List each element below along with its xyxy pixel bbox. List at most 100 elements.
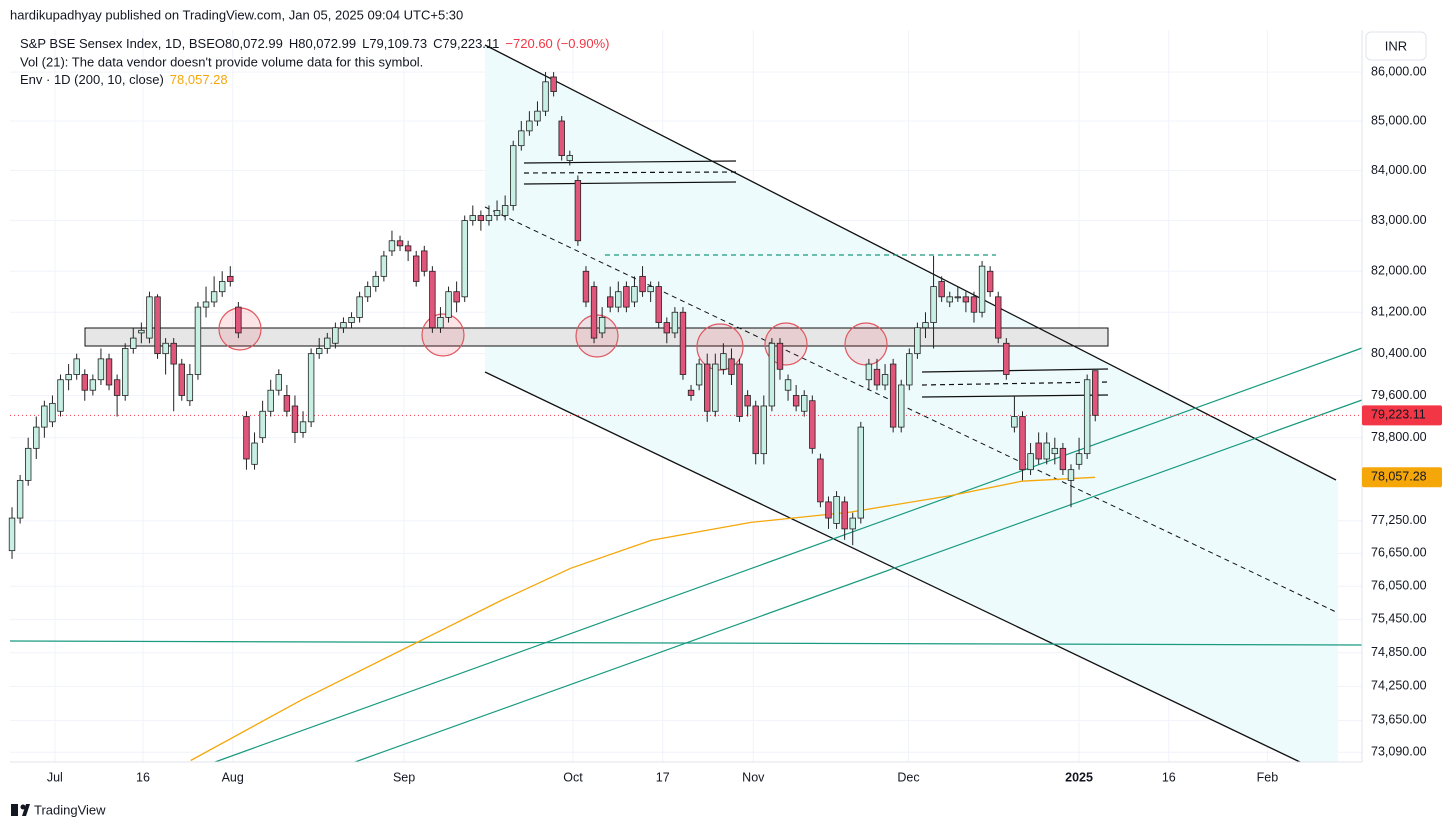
y-tick-label: 76,650.00 xyxy=(1371,546,1427,560)
trend-line xyxy=(354,399,1363,763)
candle-body xyxy=(194,306,202,375)
candle-body xyxy=(299,421,307,433)
candle-body xyxy=(623,286,630,308)
candle-body xyxy=(720,353,727,370)
candle-body xyxy=(178,363,185,396)
trend-line xyxy=(214,347,1363,763)
candle-body xyxy=(817,458,824,503)
candle-body xyxy=(267,389,274,412)
candle-body xyxy=(218,281,226,293)
ohlc-value: 79,223.11 xyxy=(443,36,500,51)
candle-body xyxy=(396,240,404,247)
currency-box[interactable] xyxy=(1365,31,1427,61)
overlay-line xyxy=(190,476,1096,762)
candle-body xyxy=(873,368,881,386)
change: −720.60 (−0.90%) xyxy=(505,36,609,51)
candle-body xyxy=(962,296,970,303)
overlay-name: Env · 1D (200, 10, close) xyxy=(20,72,164,87)
candle-body xyxy=(97,358,105,381)
highlight-circle xyxy=(844,322,888,366)
ohlc-value: 79,109.73 xyxy=(369,36,427,51)
candle-body xyxy=(558,120,565,156)
candle-body xyxy=(550,76,557,92)
candle-body xyxy=(429,270,436,329)
candle-body xyxy=(81,374,88,391)
highlight-circle xyxy=(696,323,744,371)
candle-body xyxy=(906,353,913,386)
candle-body xyxy=(663,322,671,334)
candle-body xyxy=(687,389,695,396)
candle-body xyxy=(340,322,347,329)
y-tick-label: 75,450.00 xyxy=(1371,612,1427,626)
x-tick-label: Aug xyxy=(222,770,244,784)
axes: 86,000.00 85,000.00 84,000.00 83,000.00 82,0… xyxy=(10,30,1442,784)
y-tick-label: 83,000.00 xyxy=(1371,213,1427,227)
highlight-circle xyxy=(764,322,808,366)
candle-body xyxy=(356,296,363,318)
trend-line xyxy=(484,206,1337,613)
x-tick-label: Nov xyxy=(742,770,765,784)
x-tick-label: 16 xyxy=(136,770,150,784)
candle-body xyxy=(825,501,832,519)
candle-body xyxy=(251,442,258,465)
candle-body xyxy=(283,395,291,412)
candle-body xyxy=(679,311,687,375)
candle-body xyxy=(542,81,549,112)
x-tick-label: Sep xyxy=(393,770,415,784)
candle-body xyxy=(631,286,638,303)
logo-shape xyxy=(11,804,18,816)
candle-body xyxy=(57,379,64,412)
trend-line xyxy=(9,640,1363,646)
candle-body xyxy=(89,379,97,391)
candle-body xyxy=(704,363,711,412)
level-line xyxy=(523,181,737,185)
candle-body xyxy=(768,342,776,407)
candle-body xyxy=(130,337,137,349)
candle-body xyxy=(849,517,856,530)
marks xyxy=(8,72,1362,762)
candle-body xyxy=(493,210,501,216)
currency[interactable]: INR xyxy=(1385,38,1407,53)
y-tick-label: 80,400.00 xyxy=(1371,346,1427,360)
candle-body xyxy=(138,329,145,334)
candle-body xyxy=(1092,370,1099,416)
candle-body xyxy=(380,255,388,277)
candle-body xyxy=(453,291,460,303)
published-note: hardikupadhyay published on TradingView.… xyxy=(10,7,463,22)
logo-shape xyxy=(20,804,26,810)
x-tick-label: 2025 xyxy=(1065,770,1093,784)
candle-body xyxy=(510,145,517,206)
y-tick-label: 84,000.00 xyxy=(1371,163,1427,177)
candle-body xyxy=(202,301,210,308)
candle-body xyxy=(607,296,614,308)
level-line xyxy=(921,368,1109,373)
x-tick-label: Jul xyxy=(47,770,63,784)
candle-body xyxy=(978,265,986,313)
candle-body xyxy=(986,270,994,293)
candle-body xyxy=(526,120,533,132)
overlay-price-label: 78,057.28 xyxy=(1371,470,1427,484)
y-tick-label: 77,250.00 xyxy=(1371,513,1427,527)
candle-body xyxy=(1051,447,1059,455)
candle-body xyxy=(73,358,80,375)
chart-title: S&P BSE Sensex Index, 1D, BSE xyxy=(20,36,215,51)
candle-body xyxy=(372,275,379,287)
candle-body xyxy=(307,353,315,423)
candle-body xyxy=(1011,416,1018,428)
ohlc-key: H xyxy=(289,36,298,51)
candle-body xyxy=(995,296,1002,339)
candle-body xyxy=(736,363,743,417)
last-price-label: 79,223.11 xyxy=(1371,408,1426,422)
x-tick-label: Dec xyxy=(897,770,919,784)
level-line xyxy=(921,381,1109,386)
candle-body xyxy=(413,255,420,282)
y-tick-label: 82,000.00 xyxy=(1371,264,1427,278)
y-tick-label: 74,850.00 xyxy=(1371,645,1427,659)
y-tick-label: 73,650.00 xyxy=(1371,713,1427,727)
candle-body xyxy=(1035,442,1042,460)
candle-body xyxy=(728,358,735,375)
candle-body xyxy=(574,180,582,242)
candle-body xyxy=(792,395,800,407)
y-tick-label: 74,250.00 xyxy=(1371,679,1427,693)
overlay-price-tag xyxy=(1362,467,1442,488)
